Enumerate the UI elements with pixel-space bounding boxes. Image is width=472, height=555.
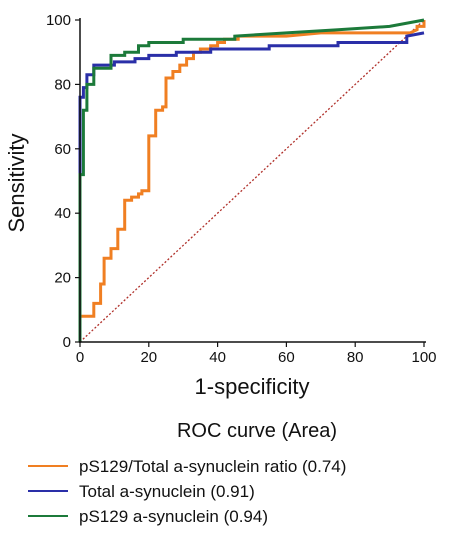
legend-label-total-a-synuclein: Total a-synuclein (0.91) [79, 482, 255, 501]
legend-label-ps129-a-synuclein: pS129 a-synuclein (0.94) [79, 507, 268, 526]
legend-title: ROC curve (Area) [177, 420, 337, 442]
x-axis-title: 1-specificity [195, 374, 310, 399]
legend: pS129/Total a-synuclein ratio (0.74) Tota… [28, 457, 346, 526]
reference-diagonal-line [79, 19, 425, 343]
x-tick-label: 0 [76, 349, 84, 366]
x-tick-label: 100 [411, 349, 436, 366]
y-tick-label: 0 [63, 334, 71, 351]
series-line-total-a-synuclein [78, 31, 425, 342]
series-line-ps129-a-synuclein [78, 18, 425, 342]
x-tick-label: 20 [140, 349, 157, 366]
legend-label-ps129-total-a-synuclein-ratio: pS129/Total a-synuclein ratio (0.74) [79, 457, 346, 476]
y-tick-label: 20 [54, 270, 71, 287]
x-tick-label: 80 [347, 349, 364, 366]
y-axis-title: Sensitivity [4, 133, 29, 232]
reference-layer [79, 19, 425, 343]
x-tick-label: 60 [278, 349, 295, 366]
axes-layer [79, 18, 426, 343]
ticks-layer: 0 20 40 60 80 100 0 20 40 60 80 100 [46, 12, 437, 366]
y-tick-label: 100 [46, 12, 71, 29]
series-layer [78, 18, 426, 342]
x-tick-label: 40 [209, 349, 226, 366]
y-tick-label: 60 [54, 141, 71, 158]
y-tick-label: 40 [54, 205, 71, 222]
y-tick-label: 80 [54, 76, 71, 93]
